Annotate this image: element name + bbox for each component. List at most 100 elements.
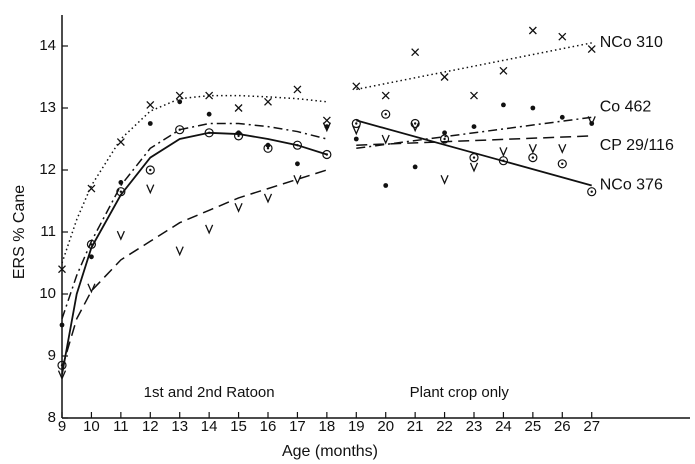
y-axis-label: ERS % Cane (11, 185, 28, 279)
marker-ring (86, 239, 97, 249)
marker-circle-dot (292, 140, 303, 150)
annotation: 1st and 2nd Ratoon (144, 384, 275, 401)
y-tick-label: 11 (40, 223, 56, 240)
marker-x (558, 32, 567, 41)
y-tick-label: 9 (48, 347, 56, 364)
marker-circle-dot (175, 125, 185, 135)
marker-dot (471, 124, 477, 129)
marker-dot (412, 164, 418, 170)
annotation: Plant crop only (410, 384, 510, 401)
x-tick-label: 14 (201, 418, 218, 435)
marker-center (149, 168, 152, 172)
marker-x (470, 91, 478, 100)
marker-center (561, 162, 564, 165)
marker-dot (295, 161, 300, 167)
marker-center (384, 113, 387, 116)
marker-dot (442, 130, 447, 136)
marker-v (322, 122, 331, 133)
marker-circle-dot (410, 118, 420, 129)
marker-circle-dot (116, 187, 126, 197)
marker-v (587, 116, 596, 127)
marker-dot (147, 121, 153, 126)
marker-center (119, 190, 123, 193)
marker-v (57, 370, 67, 381)
marker-ring (233, 131, 244, 141)
marker-ring (410, 118, 420, 129)
marker-ring (381, 109, 391, 119)
y-tick-label: 14 (39, 37, 56, 54)
marker-circle-dot (86, 239, 97, 249)
x-tick-label: 16 (260, 418, 277, 435)
marker-x (146, 100, 155, 109)
x-tick-label: 9 (58, 418, 66, 435)
marker-x (87, 184, 96, 193)
marker-ring (263, 143, 273, 153)
marker-x (528, 26, 537, 35)
marker-v (381, 134, 390, 145)
marker-ring (469, 153, 479, 163)
marker-ring (557, 159, 567, 169)
marker-dot (118, 180, 124, 185)
marker-circle-dot (557, 159, 567, 169)
marker-center (296, 144, 299, 147)
marker-v (116, 230, 125, 241)
marker-center (90, 243, 93, 246)
marker-ring (439, 134, 450, 144)
marker-dot (559, 114, 565, 120)
marker-v (87, 283, 96, 294)
marker-ring (322, 149, 332, 160)
x-tick-label: 20 (377, 418, 394, 435)
marker-ring (57, 360, 67, 370)
x-tick-label: 12 (142, 418, 159, 435)
series-label: NCo 310 (600, 34, 663, 51)
marker-ring (292, 140, 303, 150)
series-label: NCo 376 (600, 177, 663, 194)
marker-ring (528, 153, 538, 163)
marker-x (264, 97, 272, 106)
marker-ring (351, 118, 361, 129)
marker-x (499, 66, 508, 75)
y-tick-label: 12 (39, 161, 56, 178)
marker-v (205, 224, 214, 235)
x-tick-label: 27 (583, 418, 600, 435)
marker-x (411, 48, 420, 57)
x-tick-label: 17 (289, 418, 306, 435)
series-label: Co 462 (600, 99, 652, 116)
marker-x (116, 138, 125, 147)
y-tick-label: 8 (48, 409, 56, 426)
x-tick-label: 24 (495, 418, 512, 435)
fit-line (61, 119, 592, 375)
marker-center (60, 364, 64, 367)
marker-dot (177, 99, 183, 105)
marker-v (411, 122, 420, 133)
marker-circle-dot (587, 187, 597, 197)
fit-line (61, 135, 592, 369)
marker-circle-dot (528, 153, 538, 163)
marker-ring (204, 128, 214, 138)
marker-x (58, 265, 66, 274)
x-tick-label: 19 (348, 418, 365, 435)
fit-line (61, 42, 592, 264)
marker-center (502, 159, 505, 162)
marker-center (178, 128, 181, 131)
marker-dot (206, 111, 212, 117)
marker-circle-dot (439, 134, 450, 144)
x-tick-label: 10 (83, 418, 100, 435)
x-tick-label: 15 (230, 418, 247, 435)
marker-center (325, 153, 329, 156)
marker-ring (587, 187, 597, 197)
marker-dot (530, 105, 536, 111)
y-tick-label: 13 (39, 99, 56, 116)
marker-circle-dot (57, 360, 67, 370)
marker-circle-dot (233, 131, 244, 141)
marker-center (413, 122, 417, 125)
marker-circle-dot (351, 118, 361, 129)
marker-v (234, 202, 243, 213)
marker-v (528, 144, 537, 154)
marker-x (205, 91, 214, 100)
marker-circle-dot (204, 128, 214, 138)
y-tick-label: 10 (39, 285, 56, 302)
x-tick-label: 21 (407, 418, 424, 435)
series-label: CP 29/116 (600, 137, 674, 154)
